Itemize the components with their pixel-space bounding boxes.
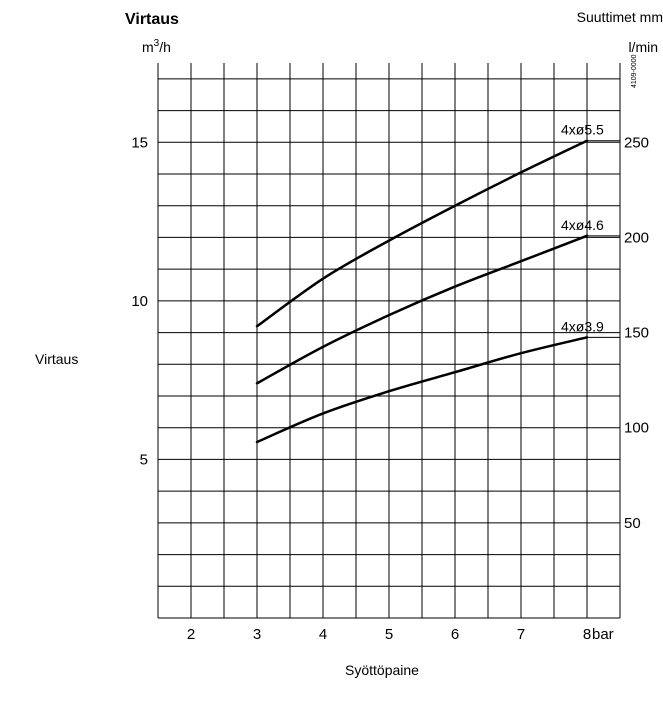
y-tick-label-right: 100 [624,420,649,437]
x-tick-label: 6 [451,626,459,643]
series-label-0: 4xø5.5 [561,122,604,138]
x-unit-label: bar [592,626,614,643]
chart-grid [157,63,621,619]
y-tick-label-right: 50 [624,515,641,532]
chart-title: Virtaus [125,11,179,28]
series-line-0 [255,139,589,328]
x-tick-label: 4 [319,626,327,643]
y-axis-label: Virtaus [35,351,78,367]
chart-code: 4109-0000 [631,54,638,88]
x-tick-label: 2 [187,626,195,643]
y-tick-label-right: 200 [624,229,649,246]
chart-series: 4xø5.5 4xø4.6 4xø3.9 [255,122,620,444]
series-label-1: 4xø4.6 [561,217,604,233]
x-tick-label: 3 [253,626,261,643]
left-unit-label: m3/h [142,38,171,55]
chart-ticks: 2 3 4 5 6 7 8 5 10 15 50 100 150 200 250 [131,134,649,643]
y-tick-label-left: 15 [131,134,148,151]
y-tick-label-right: 150 [624,325,649,342]
x-tick-label: 8 [583,626,591,643]
y-tick-label-right: 250 [624,134,649,151]
series-label-2: 4xø3.9 [561,318,604,334]
x-tick-label: 5 [385,626,393,643]
series-line-2 [255,336,589,444]
x-tick-label: 7 [517,626,525,643]
series-line-1 [255,234,589,385]
right-header: Suuttimet mm [577,9,663,25]
x-axis-label: Syöttöpaine [345,662,419,678]
y-tick-label-left: 5 [140,451,148,468]
y-tick-label-left: 10 [131,293,148,310]
right-unit-label: l/min [628,39,658,55]
